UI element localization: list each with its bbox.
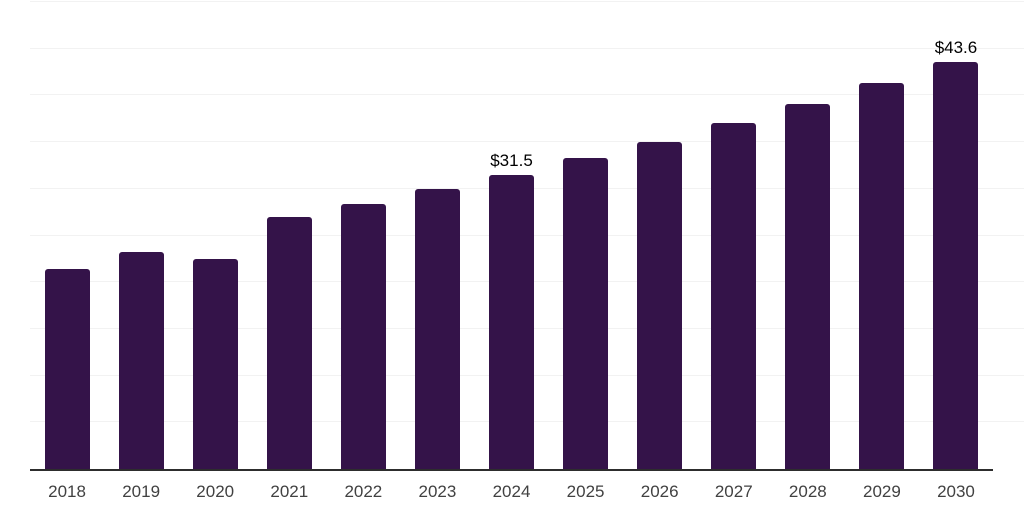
bar-slot-2021 <box>252 2 326 469</box>
x-axis-labels: 2018 2019 2020 2021 2022 2023 2024 2025 2026 2027… <box>30 482 993 502</box>
x-tick-2027: 2027 <box>714 482 753 501</box>
bar-slot-2026 <box>623 2 697 469</box>
x-tick-2021: 2021 <box>270 482 309 501</box>
gridline-40 <box>30 94 1024 96</box>
value-label-2024: $31.5 <box>490 150 533 170</box>
x-tick-2020: 2020 <box>196 482 235 501</box>
bar-2025 <box>563 158 609 469</box>
gridline-50 <box>30 1 1024 2</box>
bar-slot-2018 <box>30 2 104 469</box>
gridline-35 <box>30 141 1024 143</box>
bar-slot-2019 <box>104 2 178 469</box>
x-tick-2028: 2028 <box>788 482 827 501</box>
bar-slot-2024: $31.5 <box>474 2 548 469</box>
bar-2030: $43.6 <box>933 38 979 469</box>
bar-slot-2023 <box>400 2 474 469</box>
x-tick-2022: 2022 <box>344 482 383 501</box>
bar-slot-2025 <box>549 2 623 469</box>
x-tick-2018: 2018 <box>48 482 86 501</box>
bar-slot-2022 <box>326 2 400 469</box>
bar-2021 <box>266 216 312 469</box>
bar-2027 <box>711 123 757 469</box>
bar-2018 <box>44 269 90 469</box>
bar-2022 <box>340 203 386 469</box>
x-tick-2030: 2030 <box>937 482 975 501</box>
bar-2029 <box>859 83 905 469</box>
bar-slot-2027 <box>697 2 771 469</box>
bar-slot-2020 <box>178 2 252 469</box>
gridline-45 <box>30 47 1024 49</box>
bar-slot-2029 <box>845 2 919 469</box>
bar-2024: $31.5 <box>489 151 534 469</box>
x-tick-2025: 2025 <box>566 482 605 501</box>
bars-container: $31.5 $43.6 <box>30 2 993 469</box>
bar-2026 <box>637 142 683 469</box>
bar-slot-2030: $43.6 <box>919 2 993 469</box>
x-axis-line <box>30 469 993 471</box>
x-tick-2026: 2026 <box>640 482 679 501</box>
x-tick-2019: 2019 <box>122 482 161 501</box>
bar-2028 <box>785 103 831 469</box>
x-tick-2023: 2023 <box>418 482 457 501</box>
bar-slot-2028 <box>771 2 845 469</box>
bar-2020 <box>192 258 238 469</box>
plot-area: $31.5 $43.6 <box>30 1 1024 471</box>
x-tick-2029: 2029 <box>862 482 901 501</box>
bar-2023 <box>414 188 460 469</box>
bar-2019 <box>118 252 164 469</box>
x-tick-2024: 2024 <box>492 482 531 501</box>
value-label-2030: $43.6 <box>934 37 978 57</box>
